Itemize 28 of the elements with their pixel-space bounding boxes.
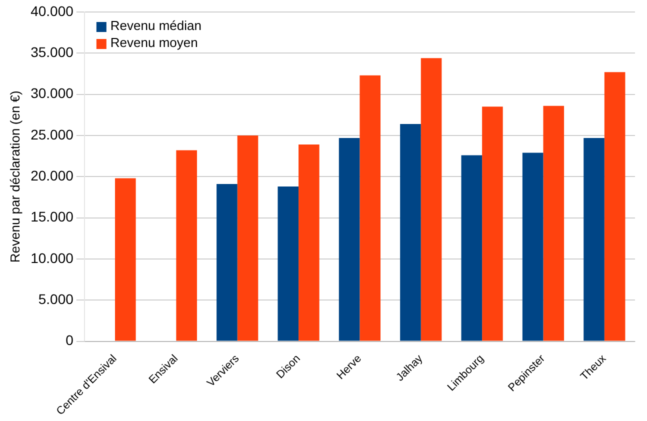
- y-tick-label: 20.000: [30, 167, 74, 184]
- y-tick-label: 0: [66, 332, 74, 348]
- y-tick-label: 30.000: [30, 85, 74, 102]
- bar: [420, 58, 442, 341]
- bar: [584, 138, 604, 341]
- y-tick-label: 15.000: [30, 208, 74, 225]
- y-tick-label: 35.000: [30, 44, 74, 60]
- legend-label: Revenu médian: [110, 18, 202, 34]
- y-tick-label: 10.000: [30, 250, 74, 266]
- bar: [338, 138, 360, 341]
- y-axis-title: Revenu par déclaration (en €): [7, 90, 22, 263]
- bar: [176, 150, 197, 341]
- y-tick-label: 25.000: [30, 126, 74, 142]
- y-tick-label: 5.000: [38, 290, 74, 307]
- bar: [278, 186, 299, 341]
- bar: [522, 152, 544, 341]
- bar: [298, 144, 320, 341]
- bar: [543, 106, 564, 341]
- bar: [604, 72, 626, 341]
- bar: [115, 178, 136, 341]
- bar: [461, 155, 482, 341]
- legend-label: Revenu moyen: [110, 35, 198, 50]
- bar: [237, 135, 258, 341]
- bar: [482, 106, 503, 341]
- bar: [360, 75, 381, 341]
- y-tick-label: 40.000: [30, 2, 74, 19]
- bar: [216, 184, 238, 341]
- bar: [400, 124, 421, 341]
